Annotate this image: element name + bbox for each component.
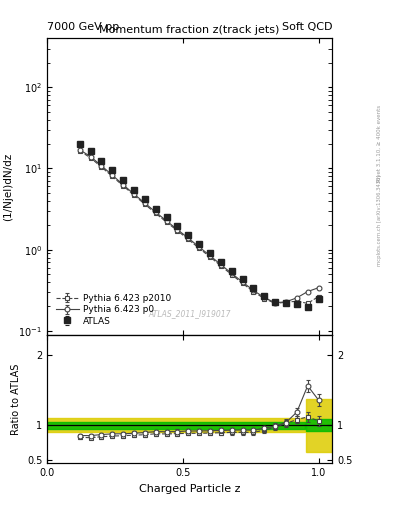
Bar [306, 419, 332, 431]
Text: Rivet 3.1.10, ≥ 400k events: Rivet 3.1.10, ≥ 400k events [377, 105, 382, 182]
Text: Soft QCD: Soft QCD [282, 22, 332, 32]
Legend: Pythia 6.423 p2010, Pythia 6.423 p0, ATLAS: Pythia 6.423 p2010, Pythia 6.423 p0, ATL… [51, 289, 176, 330]
Bar [306, 399, 332, 452]
Text: mcplots.cern.ch [arXiv:1306.3436]: mcplots.cern.ch [arXiv:1306.3436] [377, 175, 382, 266]
X-axis label: Charged Particle z: Charged Particle z [139, 484, 241, 494]
Bar [47, 421, 305, 429]
Bar [47, 418, 305, 432]
Text: 7000 GeV pp: 7000 GeV pp [47, 22, 119, 32]
Y-axis label: Ratio to ATLAS: Ratio to ATLAS [11, 364, 21, 435]
Title: Momentum fraction z(track jets): Momentum fraction z(track jets) [99, 25, 280, 35]
Y-axis label: (1/Njel)dN/dz: (1/Njel)dN/dz [3, 153, 13, 221]
Text: ATLAS_2011_I919017: ATLAS_2011_I919017 [149, 309, 231, 318]
